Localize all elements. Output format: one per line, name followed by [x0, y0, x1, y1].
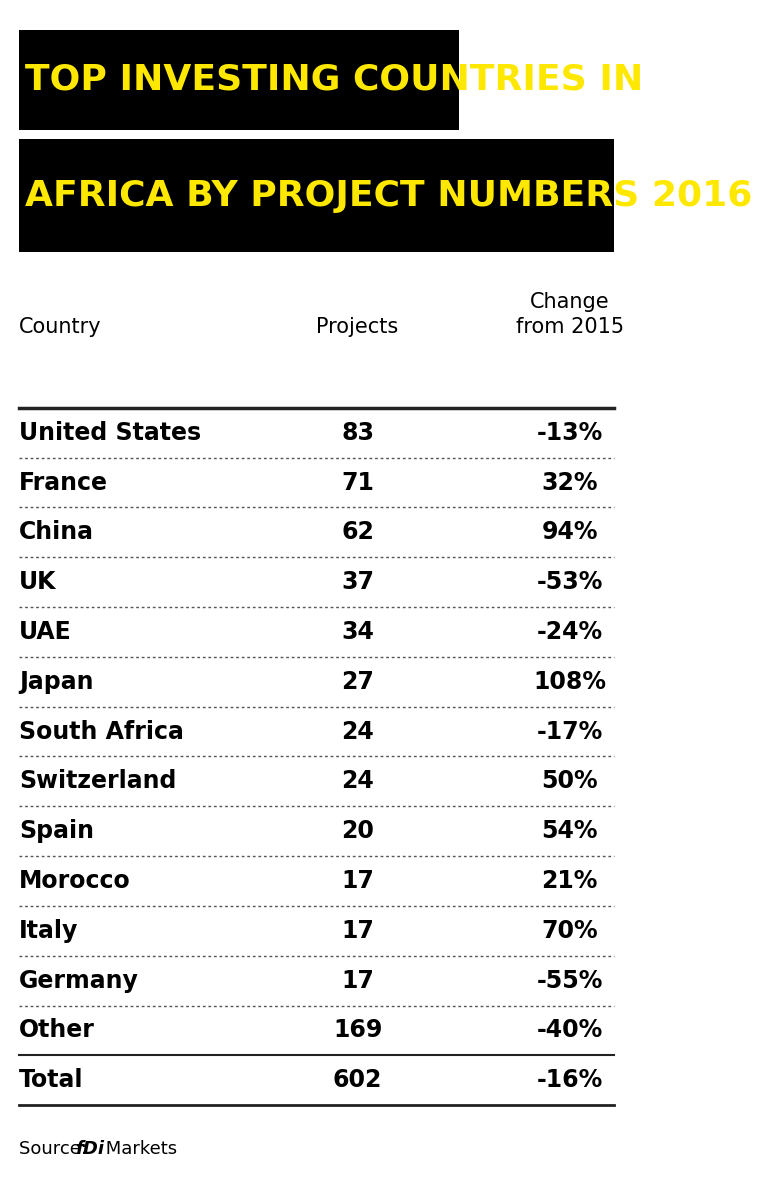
Text: 94%: 94% — [541, 520, 598, 545]
Text: Spain: Spain — [19, 819, 94, 843]
Text: 24: 24 — [341, 769, 374, 793]
Text: 17: 17 — [341, 918, 374, 943]
Text: 108%: 108% — [534, 670, 606, 694]
Text: Germany: Germany — [19, 968, 139, 993]
Text: 34: 34 — [341, 619, 374, 644]
Text: UAE: UAE — [19, 619, 72, 644]
Text: 20: 20 — [341, 819, 374, 843]
Text: 70%: 70% — [541, 918, 598, 943]
Text: South Africa: South Africa — [19, 720, 184, 743]
FancyBboxPatch shape — [19, 30, 459, 130]
Text: Total: Total — [19, 1069, 83, 1092]
FancyBboxPatch shape — [19, 139, 614, 252]
Text: China: China — [19, 520, 94, 545]
Text: -16%: -16% — [537, 1069, 603, 1092]
Text: 169: 169 — [333, 1019, 382, 1043]
Text: Markets: Markets — [100, 1139, 177, 1158]
Text: 50%: 50% — [541, 769, 598, 793]
Text: 71: 71 — [341, 470, 374, 494]
Text: Change
from 2015: Change from 2015 — [516, 292, 624, 337]
Text: -24%: -24% — [537, 619, 603, 644]
Text: fDi: fDi — [75, 1139, 104, 1158]
Text: Japan: Japan — [19, 670, 94, 694]
Text: -17%: -17% — [537, 720, 603, 743]
Text: 54%: 54% — [541, 819, 598, 843]
Text: AFRICA BY PROJECT NUMBERS 2016: AFRICA BY PROJECT NUMBERS 2016 — [25, 178, 753, 213]
Text: 21%: 21% — [541, 869, 597, 894]
Text: -53%: -53% — [537, 570, 603, 595]
Text: Italy: Italy — [19, 918, 78, 943]
Text: 83: 83 — [341, 421, 374, 444]
Text: United States: United States — [19, 421, 201, 444]
Text: France: France — [19, 470, 108, 494]
Text: Projects: Projects — [317, 317, 399, 337]
Text: -55%: -55% — [537, 968, 603, 993]
Text: 602: 602 — [333, 1069, 382, 1092]
Text: 32%: 32% — [541, 470, 598, 494]
Text: 17: 17 — [341, 869, 374, 894]
Text: Source:: Source: — [19, 1139, 93, 1158]
Text: 37: 37 — [341, 570, 374, 595]
Text: UK: UK — [19, 570, 56, 595]
Text: 62: 62 — [341, 520, 374, 545]
Text: 27: 27 — [341, 670, 374, 694]
Text: 24: 24 — [341, 720, 374, 743]
Text: -40%: -40% — [537, 1019, 603, 1043]
Text: Morocco: Morocco — [19, 869, 131, 894]
Text: TOP INVESTING COUNTRIES IN: TOP INVESTING COUNTRIES IN — [25, 63, 644, 97]
Text: 17: 17 — [341, 968, 374, 993]
Text: Country: Country — [19, 317, 101, 337]
Text: -13%: -13% — [537, 421, 603, 444]
Text: Switzerland: Switzerland — [19, 769, 176, 793]
Text: Other: Other — [19, 1019, 95, 1043]
